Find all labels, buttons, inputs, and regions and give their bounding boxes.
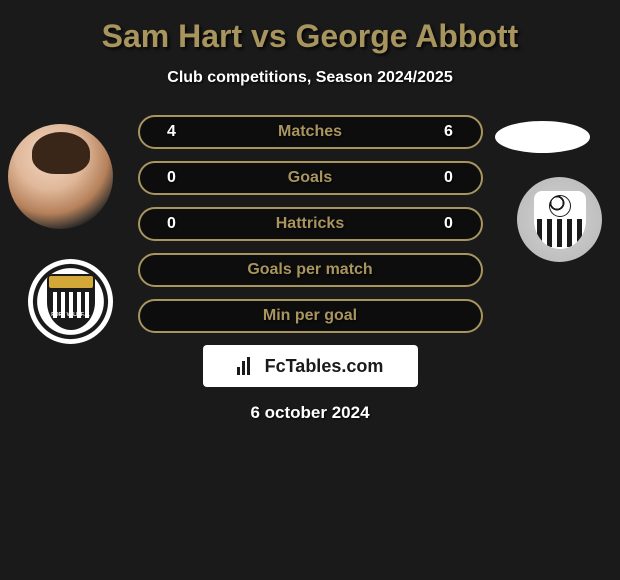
stat-label-hattricks: Hattricks <box>276 215 344 233</box>
stat-right-hattricks: 0 <box>438 215 458 233</box>
stat-row-matches: 4 Matches 6 <box>138 115 483 149</box>
player-right-avatar <box>495 121 590 153</box>
club-right-crest <box>517 177 602 262</box>
subtitle: Club competitions, Season 2024/2025 <box>0 69 620 87</box>
stat-label-goals: Goals <box>288 169 332 187</box>
stat-row-mpg: Min per goal <box>138 299 483 333</box>
stat-label-gpm: Goals per match <box>247 261 372 279</box>
stat-label-mpg: Min per goal <box>263 307 357 325</box>
stripes-icon <box>537 219 583 247</box>
stat-row-hattricks: 0 Hattricks 0 <box>138 207 483 241</box>
ball-icon <box>549 195 571 217</box>
stat-row-gpm: Goals per match <box>138 253 483 287</box>
shield-icon: PORT VALE F.C. <box>47 274 95 330</box>
stat-left-matches: 4 <box>162 123 182 141</box>
chart-icon <box>237 357 259 375</box>
stat-row-goals: 0 Goals 0 <box>138 161 483 195</box>
brand-text: FcTables.com <box>265 356 384 377</box>
brand-logo[interactable]: FcTables.com <box>203 345 418 387</box>
date-label: 6 october 2024 <box>0 403 620 423</box>
shield-icon <box>534 191 586 249</box>
stat-left-goals: 0 <box>162 169 182 187</box>
stat-right-matches: 6 <box>439 123 459 141</box>
player-left-avatar <box>8 124 113 229</box>
club-left-crest: PORT VALE F.C. <box>28 259 113 344</box>
stat-right-goals: 0 <box>439 169 459 187</box>
page-title: Sam Hart vs George Abbott <box>0 18 620 55</box>
stat-label-matches: Matches <box>278 123 342 141</box>
stat-left-hattricks: 0 <box>162 215 182 233</box>
crest-left-text: PORT VALE F.C. <box>51 312 90 318</box>
